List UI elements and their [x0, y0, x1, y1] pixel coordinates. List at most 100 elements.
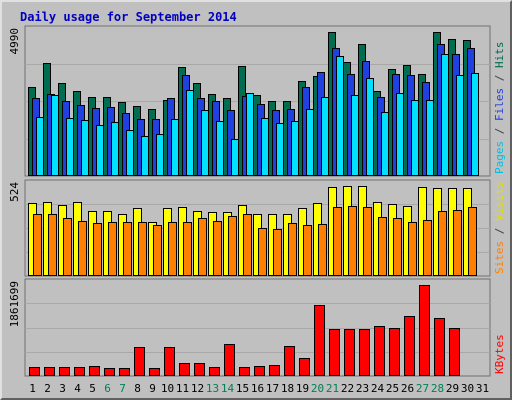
- bar-sites: [153, 225, 162, 276]
- bar-pages: [456, 75, 464, 176]
- x-tick-label: 11: [176, 382, 189, 395]
- x-tick-label: 3: [59, 382, 66, 395]
- x-tick-label: 6: [104, 382, 111, 395]
- bar-pages: [171, 119, 179, 176]
- bar-kbytes: [254, 366, 265, 376]
- series-label: Sites: [493, 241, 506, 274]
- bar-sites: [378, 217, 387, 276]
- bar-sites: [138, 222, 147, 276]
- bar-pages: [231, 139, 239, 176]
- x-tick-label: 7: [119, 382, 126, 395]
- series-label: Pages: [493, 141, 506, 174]
- bar-sites: [243, 214, 252, 276]
- series-label: Files: [493, 88, 506, 121]
- bar-sites: [408, 222, 417, 276]
- bar-sites: [198, 218, 207, 276]
- bar-kbytes: [134, 347, 145, 376]
- bar-kbytes: [299, 358, 310, 376]
- bar-kbytes: [149, 368, 160, 376]
- bar-kbytes: [404, 316, 415, 376]
- bar-pages: [441, 54, 449, 176]
- x-tick-label: 20: [311, 382, 324, 395]
- bar-pages: [111, 122, 119, 176]
- series-label: KBytes: [493, 334, 506, 374]
- bar-kbytes: [209, 367, 220, 376]
- panel-max-label: 1861699: [8, 281, 21, 327]
- bar-sites: [93, 223, 102, 276]
- bar-sites: [63, 218, 72, 276]
- x-tick-label: 30: [461, 382, 474, 395]
- bar-kbytes: [74, 367, 85, 376]
- bar-pages: [141, 136, 149, 176]
- bar-pages: [471, 73, 479, 176]
- bar-sites: [78, 221, 87, 276]
- x-tick-label: 1: [29, 382, 36, 395]
- bar-pages: [381, 112, 389, 176]
- bar-sites: [453, 210, 462, 276]
- x-tick-label: 18: [281, 382, 294, 395]
- panel-series-labels: KBytes: [493, 334, 506, 374]
- bar-sites: [288, 223, 297, 276]
- bar-pages: [366, 78, 374, 176]
- bar-pages: [96, 125, 104, 176]
- bar-pages: [426, 100, 434, 176]
- bar-kbytes: [179, 363, 190, 376]
- x-tick-label: 8: [134, 382, 141, 395]
- bar-kbytes: [89, 366, 100, 376]
- bar-kbytes: [284, 346, 295, 376]
- bar-kbytes: [224, 344, 235, 376]
- bar-kbytes: [359, 329, 370, 376]
- x-tick-label: 17: [266, 382, 279, 395]
- bar-kbytes: [269, 365, 280, 376]
- series-label: /: [493, 68, 506, 88]
- bar-pages: [36, 117, 44, 176]
- panel-max-label: 4990: [8, 28, 21, 55]
- bar-pages: [126, 130, 134, 176]
- bar-pages: [396, 93, 404, 176]
- x-tick-label: 9: [149, 382, 156, 395]
- x-tick-label: 26: [401, 382, 414, 395]
- bar-pages: [246, 93, 254, 176]
- x-tick-label: 13: [206, 382, 219, 395]
- panel-max-label: 524: [8, 182, 21, 202]
- bar-kbytes: [449, 328, 460, 376]
- x-tick-label: 31: [476, 382, 489, 395]
- bar-kbytes: [374, 326, 385, 376]
- bar-sites: [168, 222, 177, 276]
- series-label: /: [493, 221, 506, 241]
- bar-pages: [291, 121, 299, 176]
- bar-pages: [51, 95, 59, 176]
- series-label: Hits: [493, 42, 506, 69]
- x-tick-label: 24: [371, 382, 385, 395]
- bar-kbytes: [164, 347, 175, 376]
- bar-sites: [318, 224, 327, 276]
- bar-kbytes: [119, 368, 130, 376]
- x-tick-label: 4: [74, 382, 81, 395]
- x-tick-label: 22: [341, 382, 354, 395]
- x-tick-label: 12: [191, 382, 204, 395]
- bar-kbytes: [194, 363, 205, 376]
- bar-kbytes: [314, 305, 325, 376]
- bar-kbytes: [389, 328, 400, 376]
- bar-sites: [123, 222, 132, 276]
- bar-pages: [261, 118, 269, 176]
- x-tick-label: 5: [89, 382, 96, 395]
- bar-pages: [186, 90, 194, 176]
- bar-pages: [66, 118, 74, 176]
- x-tick-label: 23: [356, 382, 369, 395]
- bar-kbytes: [329, 329, 340, 376]
- bar-kbytes: [344, 329, 355, 376]
- bar-kbytes: [239, 367, 250, 376]
- bar-sites: [228, 216, 237, 276]
- bar-sites: [348, 206, 357, 276]
- x-tick-label: 19: [296, 382, 309, 395]
- bar-sites: [303, 225, 312, 276]
- bar-sites: [333, 207, 342, 276]
- x-tick-label: 25: [386, 382, 399, 395]
- bar-kbytes: [434, 318, 445, 376]
- bar-kbytes: [44, 367, 55, 376]
- bar-kbytes: [104, 368, 115, 376]
- bar-pages: [306, 109, 314, 176]
- bar-pages: [321, 97, 329, 176]
- bar-sites: [108, 222, 117, 276]
